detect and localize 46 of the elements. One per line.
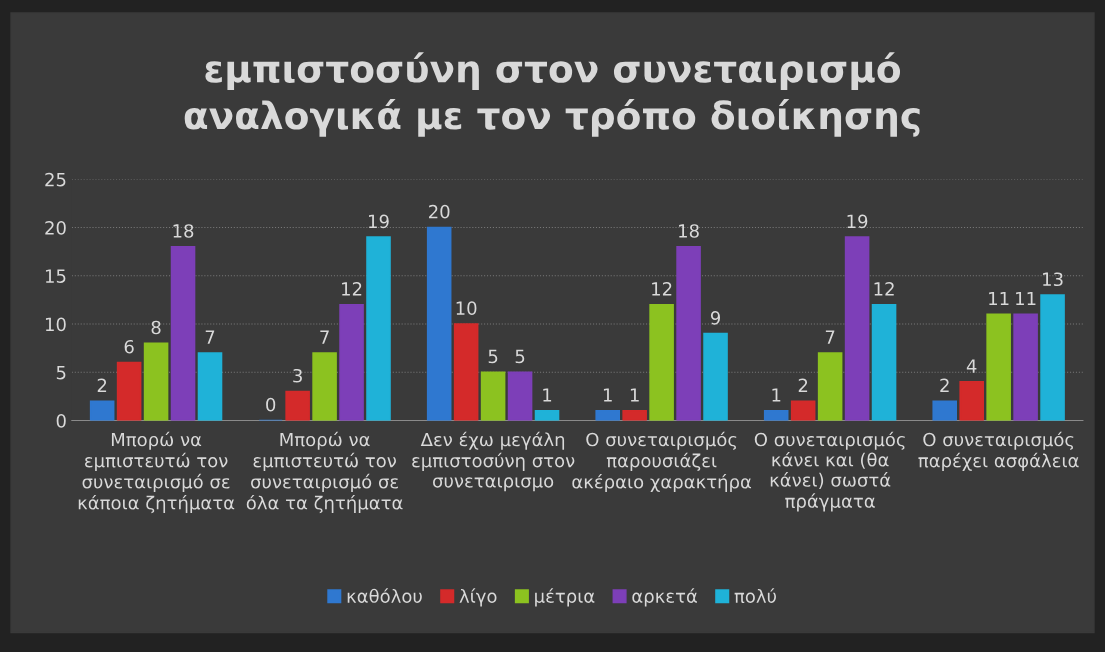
data-label: 9 [710, 310, 721, 325]
y-tick-label: 25 [45, 172, 66, 187]
data-label: 2 [798, 378, 808, 392]
data-label: 8 [151, 320, 161, 335]
x-tick-label: Μπορώ να εμπιστευτώ τον συνεταιρισμό σε κάποια ζητήματα [78, 431, 235, 514]
y-tick-label: 20 [45, 221, 66, 235]
data-label: 1 [772, 388, 781, 402]
data-label: 2 [97, 378, 107, 392]
x-tick-label: Ο συνεταιρισμός παρέχει ασφάλεια [918, 431, 1079, 471]
legend-label: λίγο [459, 588, 497, 607]
data-label: 5 [515, 349, 525, 364]
y-tick-label: 10 [45, 317, 66, 332]
data-label: 1 [630, 388, 639, 402]
legend-label: αρκετά [632, 588, 697, 607]
data-label: 12 [342, 282, 362, 296]
legend-label: καθόλου [347, 588, 422, 603]
data-label: 2 [940, 378, 949, 392]
data-label: 20 [429, 204, 450, 219]
data-label: 1 [543, 388, 552, 402]
data-label: 19 [369, 214, 389, 229]
data-label: 13 [1043, 272, 1063, 287]
data-label: 18 [679, 224, 699, 238]
data-label: 11 [1016, 291, 1036, 306]
data-label: 11 [989, 291, 1009, 306]
data-label: 0 [266, 397, 276, 412]
data-label: 7 [320, 330, 329, 344]
x-tick-label: Μπορώ να εμπιστευτώ τον συνεταιρισμό σε όλα τα ζητήματα [246, 431, 403, 514]
data-label: 5 [488, 349, 498, 364]
y-tick-label: 5 [56, 365, 66, 380]
data-label: 12 [874, 282, 894, 296]
data-label: 3 [293, 368, 302, 383]
data-label: 6 [124, 339, 134, 354]
data-label: 10 [456, 301, 477, 315]
y-tick-label: 0 [56, 414, 66, 428]
data-label: 7 [825, 330, 835, 344]
data-label: 7 [205, 330, 215, 344]
data-label: 1 [603, 388, 612, 402]
legend-label: μέτρια [535, 588, 595, 607]
legend-label: πολύ [734, 588, 776, 603]
data-label: 18 [173, 224, 194, 238]
data-label: 12 [652, 282, 672, 296]
y-tick-label: 15 [45, 269, 66, 283]
x-tick-label: Ο συνεταιρισμός κάνει και (θα κάνει) σωστά πράγματα [754, 431, 905, 512]
data-label: 4 [966, 359, 977, 373]
chart-title: εμπιστοσύνη στον συνεταιρισμό αναλογικά με τον τρόπο διοίκησης [184, 52, 920, 137]
data-label: 19 [847, 214, 868, 229]
